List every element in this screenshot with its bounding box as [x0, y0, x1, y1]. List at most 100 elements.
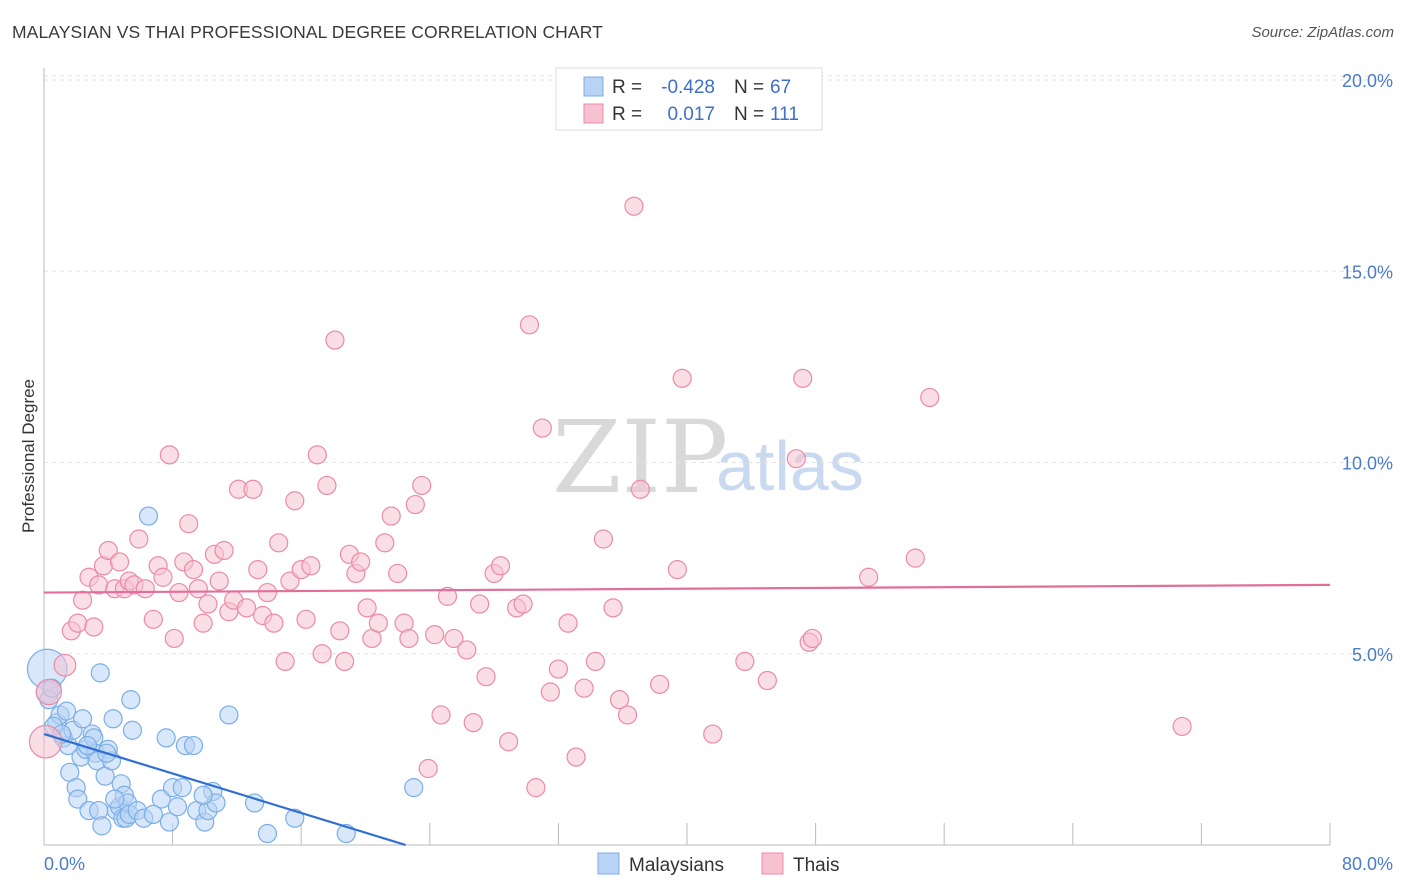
y-axis-label: Professional Degree: [19, 379, 38, 533]
thai-point: [236, 598, 257, 618]
thai-point: [68, 613, 88, 633]
thai-point: [457, 640, 477, 660]
legend-n-label-1: N =: [734, 77, 764, 98]
chart-source: Source: ZipAtlas.com: [1251, 24, 1394, 41]
thai-point: [859, 567, 879, 587]
y-tick-label: 15.0%: [1342, 262, 1393, 282]
thai-point: [198, 594, 218, 614]
thai-point: [540, 682, 560, 702]
thai-point: [593, 529, 614, 549]
thai-point: [72, 590, 93, 610]
thai-point: [513, 594, 533, 614]
thai-point: [179, 514, 199, 534]
thai-point: [109, 552, 130, 572]
thai-point: [470, 594, 490, 614]
malaysian-point: [156, 728, 176, 748]
thai-point: [188, 579, 208, 599]
legend-r-value-1: -0.428: [661, 77, 715, 98]
malaysian-point: [257, 823, 278, 844]
watermark-atlas: atlas: [716, 427, 864, 505]
thai-point: [624, 196, 644, 216]
y-tick-label: 20.0%: [1342, 71, 1393, 91]
thai-point: [498, 732, 519, 752]
thai-point: [399, 628, 419, 649]
thai-point: [214, 540, 234, 561]
thai-point: [129, 529, 149, 549]
thai-point: [585, 651, 605, 672]
thai-point: [351, 552, 371, 572]
thai-point: [412, 475, 432, 496]
thai-point: [264, 613, 284, 633]
malaysian-trend-line: [43, 733, 407, 847]
malaysian-point: [151, 789, 171, 809]
legend-r-value-2: 0.017: [667, 104, 715, 125]
malaysian-point: [121, 690, 141, 710]
thai-point: [793, 368, 813, 388]
series-legend-label-thais: Thais: [793, 855, 839, 876]
thai-point: [617, 705, 638, 725]
thai-point: [209, 571, 229, 591]
thai-point: [35, 678, 63, 706]
thai-point: [703, 724, 723, 744]
thai-point: [566, 747, 586, 767]
thai-point: [667, 559, 687, 580]
thai-point: [84, 617, 104, 637]
thai-point: [786, 449, 806, 469]
thai-point: [425, 625, 445, 645]
thai-point: [650, 674, 670, 694]
chart-title: MALAYSIAN VS THAI PROFESSIONAL DEGREE CO…: [12, 22, 603, 42]
thai-point: [558, 613, 578, 633]
y-tick-labels: 5.0% 10.0% 15.0% 20.0%: [1342, 71, 1393, 665]
malaysian-point: [404, 778, 424, 798]
malaysian-point: [138, 506, 159, 526]
thai-point: [275, 651, 295, 672]
y-tick-label: 5.0%: [1352, 645, 1393, 665]
x-tick-label-max: 80.0%: [1342, 854, 1393, 874]
legend-r-label-2: R =: [612, 104, 642, 125]
thai-point: [444, 628, 464, 649]
series-legend-label-malaysians: Malaysians: [629, 855, 724, 876]
thai-point: [609, 690, 630, 710]
malaysian-point: [285, 808, 305, 828]
legend-swatch-malaysians: [583, 76, 604, 97]
thai-point: [735, 651, 755, 672]
malaysian-point: [172, 778, 192, 798]
thai-point: [418, 758, 438, 779]
malaysian-point: [122, 720, 143, 740]
gridlines: [44, 75, 1393, 655]
malaysian-point: [167, 797, 188, 817]
thai-point: [757, 670, 777, 691]
thai-point: [381, 506, 401, 526]
thai-point: [296, 609, 316, 629]
thai-point: [164, 628, 184, 649]
legend-n-label-2: N =: [734, 104, 764, 125]
malaysian-point: [143, 804, 163, 825]
thai-point: [243, 479, 263, 499]
thai-point: [672, 368, 692, 388]
thai-point: [920, 387, 940, 408]
thai-point: [153, 567, 173, 587]
thai-point: [159, 445, 179, 465]
malaysian-point: [219, 705, 239, 725]
thai-point: [431, 705, 451, 725]
thai-point: [437, 586, 458, 606]
thai-point: [317, 475, 337, 496]
thai-point: [375, 533, 395, 553]
thai-point: [405, 494, 425, 515]
thai-point: [490, 556, 511, 576]
thai-point: [98, 540, 118, 561]
thai-point: [476, 667, 496, 687]
thai-point: [183, 559, 204, 580]
y-tick-label: 10.0%: [1342, 454, 1393, 474]
correlation-legend: R = -0.428 N = 67 R = 0.017 N = 111: [555, 67, 823, 131]
thai-point: [257, 582, 278, 603]
thai-point: [269, 533, 289, 553]
malaysian-point: [56, 701, 77, 721]
thai-point: [53, 653, 77, 677]
legend-swatch-thais: [583, 103, 604, 124]
legend-r-label-1: R =: [612, 77, 642, 98]
thai-point: [143, 609, 163, 629]
series-legend: Malaysians Thais: [597, 852, 839, 876]
thai-point: [630, 479, 650, 499]
